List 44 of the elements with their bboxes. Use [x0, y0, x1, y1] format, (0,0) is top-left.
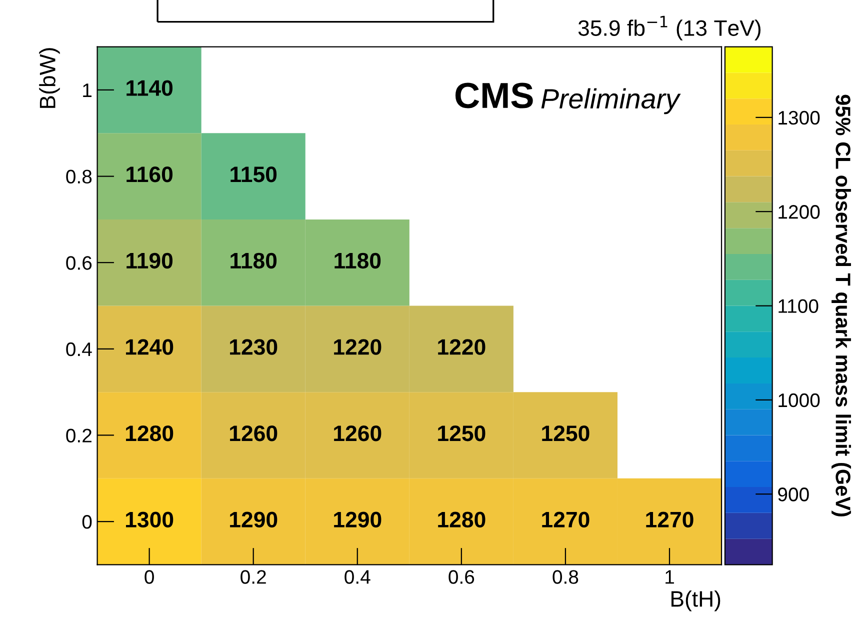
data-label: 1260 — [334, 425, 382, 442]
data-label: 1250 — [438, 425, 486, 442]
data-label: 1270 — [646, 512, 694, 528]
color-bar-label: 1200 — [778, 205, 820, 219]
x-tick-label: 0.4 — [344, 570, 370, 584]
y-tick-label: 0.8 — [66, 170, 92, 184]
x-tick-label: 1 — [666, 570, 674, 584]
y-tick-label: 0.4 — [66, 342, 92, 356]
data-label: 1280 — [126, 425, 174, 442]
data-label: 1280 — [438, 512, 486, 528]
annotation: CMS — [455, 82, 533, 108]
data-label: 1260 — [230, 425, 278, 442]
x-tick-label: 0.8 — [552, 570, 578, 584]
data-label: 1180 — [230, 252, 277, 269]
y-tick-label: 0.2 — [66, 428, 92, 442]
y-tick-label: 0 — [82, 515, 92, 529]
data-label: 1230 — [230, 339, 278, 355]
data-label: 1300 — [126, 512, 174, 528]
y-axis-title: B(bW) — [39, 48, 60, 108]
color-bar-label: 900 — [778, 488, 809, 502]
y-tick-label: 1 — [83, 84, 92, 98]
x-tick-label: 0.6 — [448, 570, 474, 584]
data-label: 1270 — [542, 512, 590, 528]
data-label: 1160 — [126, 166, 173, 182]
data-label: 1150 — [230, 166, 277, 182]
text: 35.9 fb$^{−1}$ (13 TeV) — [578, 16, 760, 40]
color-bar-label: 1100 — [778, 299, 818, 313]
data-label: 1240 — [126, 339, 174, 355]
data-label: 1140 — [126, 80, 173, 96]
data-label: 1220 — [438, 339, 486, 355]
y-tick-label: 0.6 — [66, 256, 92, 270]
data-label: 1290 — [334, 512, 382, 528]
annotation: Preliminary — [541, 88, 681, 114]
data-label: 1290 — [230, 512, 278, 528]
color-bar-label: 1000 — [778, 393, 820, 408]
data-label: 1220 — [334, 339, 382, 355]
x-tick-label: 0 — [144, 570, 154, 584]
data-label: 1180 — [334, 252, 381, 269]
x-tick-label: 0.2 — [240, 570, 266, 584]
color-bar-title: 95% CL observed T quark mass limit (GeV) — [832, 94, 851, 516]
color-bar-label: 1300 — [778, 110, 820, 125]
data-label: 1250 — [542, 425, 590, 442]
x-axis-title: B(tH) — [671, 590, 720, 612]
data-label: 1190 — [126, 252, 173, 269]
